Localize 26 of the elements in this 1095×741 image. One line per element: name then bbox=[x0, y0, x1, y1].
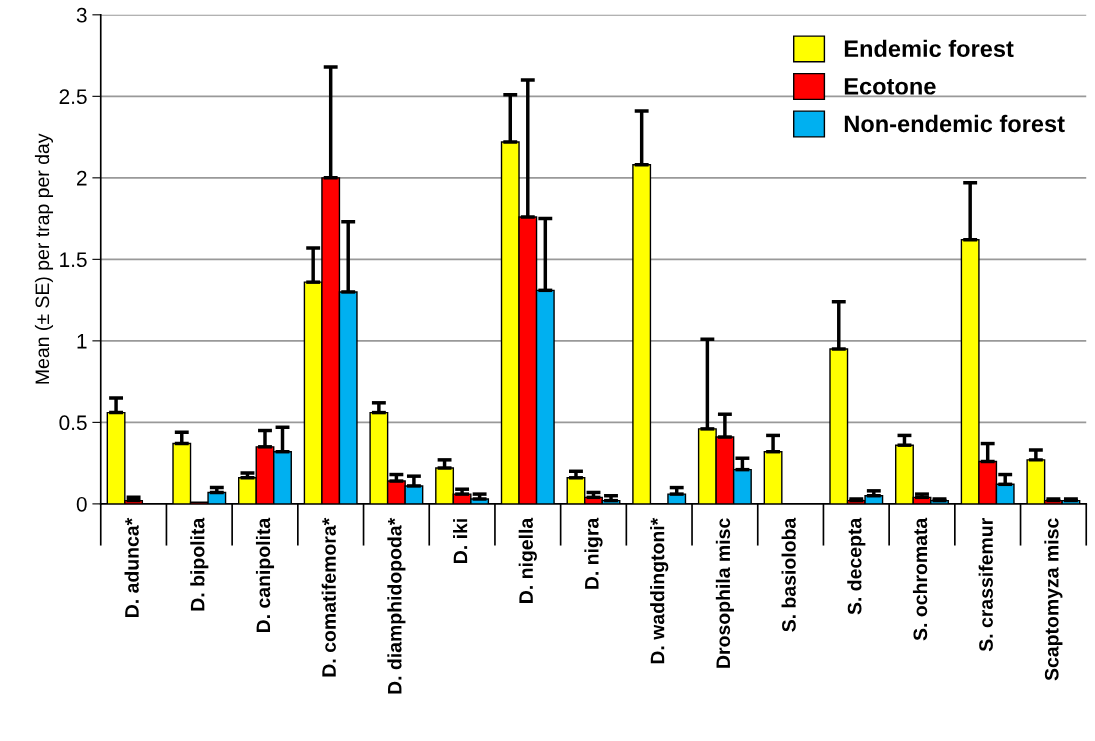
x-tick-label: D. nigella bbox=[518, 517, 537, 603]
x-tick-label: D. iki bbox=[453, 519, 468, 563]
y-tick-label: 0.5 bbox=[59, 415, 87, 431]
y-tick-label: 1.5 bbox=[60, 252, 87, 268]
x-tick-label: D. diamphidopoda* bbox=[387, 517, 406, 694]
x-tick-label: D. nigra bbox=[584, 517, 603, 589]
x-tick-label: D. canipolita bbox=[255, 517, 275, 633]
legend-label: Non-endemic forest bbox=[844, 114, 1065, 133]
y-tick-label: 1 bbox=[77, 334, 87, 349]
x-tick-label: D. waddingtoni* bbox=[650, 517, 669, 664]
x-tick-label: Scaptomyza misc bbox=[1044, 518, 1063, 681]
x-tick-label: D. comatifemora* bbox=[321, 517, 336, 677]
x-tick-label: D. adunca* bbox=[124, 517, 139, 617]
y-tick-label: 2.5 bbox=[59, 89, 87, 105]
y-tick-label: 3 bbox=[76, 7, 87, 23]
legend-label: Endemic forest bbox=[844, 39, 1014, 58]
x-tick-label: D. bipolita bbox=[190, 517, 209, 611]
y-tick-label: 0 bbox=[76, 496, 87, 512]
x-tick-label: S. ochromata bbox=[912, 517, 928, 641]
x-tick-label: S. decepta bbox=[847, 517, 866, 615]
x-tick-label: Drosophila misc bbox=[715, 518, 734, 668]
x-tick-label: S. basioloba bbox=[781, 517, 796, 632]
y-axis-title: Mean (± SE) per trap per day bbox=[34, 133, 54, 384]
y-tick-label: 2 bbox=[77, 170, 87, 186]
legend-label: Ecotone bbox=[844, 78, 936, 95]
x-tick-label: S. crassifemur bbox=[978, 518, 993, 652]
